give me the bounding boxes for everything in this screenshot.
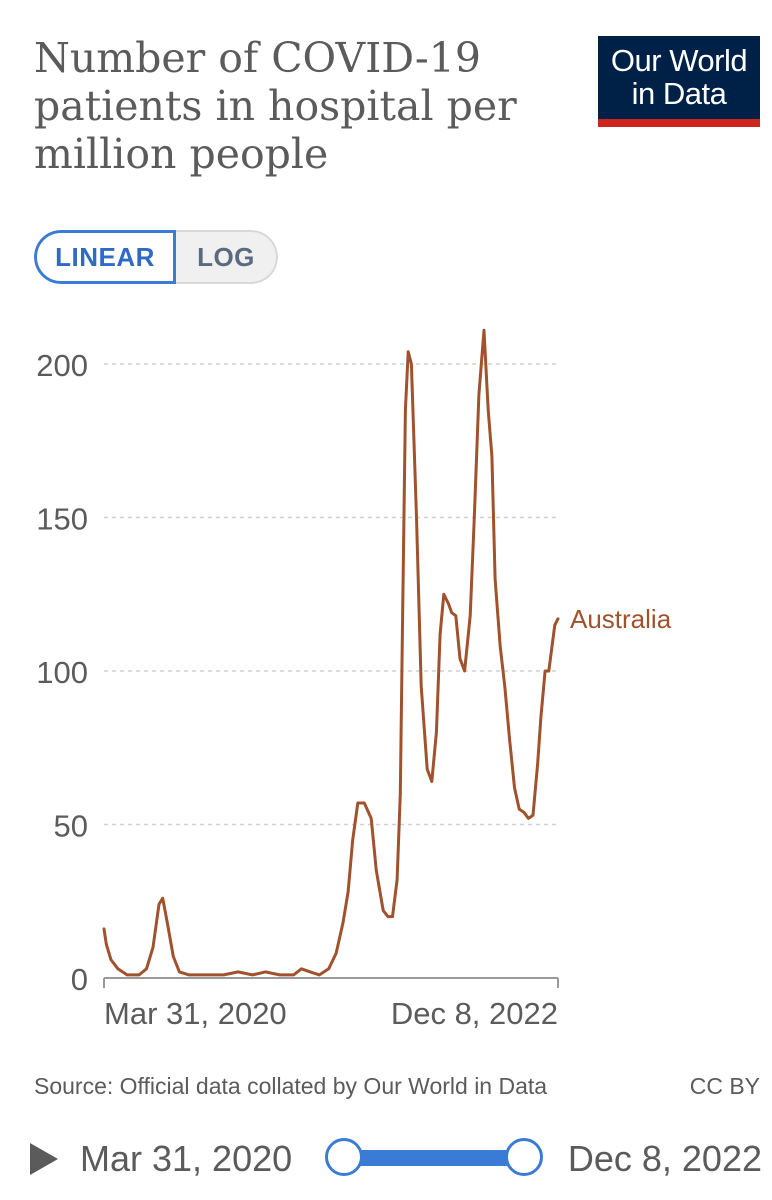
source-note[interactable]: Source: Official data collated by Our Wo… — [34, 1073, 548, 1099]
timeline-range-track[interactable] — [342, 1150, 524, 1166]
play-icon[interactable] — [30, 1143, 58, 1175]
line-chart: 0 50 100 150 200 Mar 31, 2020 Dec 8, 2022 Austr… — [36, 328, 672, 1031]
logo-line-2: in Data — [631, 76, 727, 111]
y-tick-label: 100 — [36, 655, 88, 690]
linear-scale-button[interactable]: LINEAR — [34, 230, 176, 284]
chart-title: Number of COVID-19 patients in hospital … — [34, 34, 517, 178]
timeline-start-handle[interactable] — [325, 1138, 363, 1176]
x-tick-label: Dec 8, 2022 — [391, 996, 558, 1031]
y-tick-label: 150 — [36, 502, 88, 537]
series-line — [102, 328, 560, 977]
timeline-start-label: Mar 31, 2020 — [80, 1138, 293, 1179]
log-scale-button[interactable]: LOG — [176, 230, 278, 284]
timeline-end-label: Dec 8, 2022 — [567, 1138, 762, 1179]
scale-toggle: LINEAR LOG — [34, 230, 278, 284]
timeline-end-handle[interactable] — [505, 1138, 543, 1176]
series-label: Australia — [570, 604, 672, 634]
logo-line-1: Our World — [610, 43, 748, 78]
license-link[interactable]: CC BY — [689, 1073, 760, 1099]
y-tick-label: 200 — [36, 348, 88, 383]
y-tick-label: 0 — [71, 962, 88, 997]
y-tick-label: 50 — [54, 809, 88, 844]
x-tick-label: Mar 31, 2020 — [104, 996, 287, 1031]
owid-logo[interactable]: Our World in Data — [598, 36, 760, 127]
